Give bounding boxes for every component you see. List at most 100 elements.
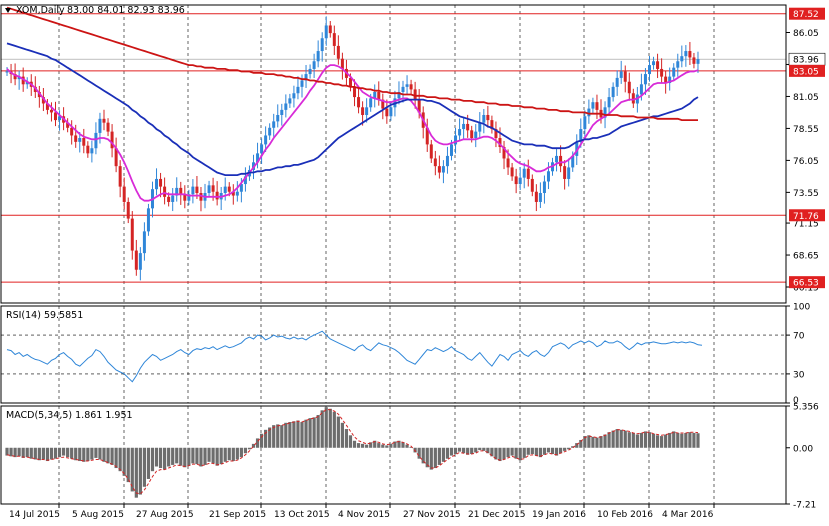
candle-body	[134, 250, 138, 270]
candle-body	[377, 91, 381, 100]
macd-histogram-bar	[631, 432, 635, 448]
macd-histogram-bar	[94, 447, 98, 458]
candle-body	[546, 171, 550, 182]
macd-histogram-bar	[187, 447, 191, 466]
candle-body	[441, 166, 445, 173]
macd-histogram-bar	[393, 441, 397, 448]
macd-histogram-bar	[41, 447, 45, 460]
candle-body	[21, 76, 25, 85]
macd-histogram-bar	[328, 408, 332, 448]
candle-body	[676, 61, 680, 68]
macd-histogram-bar	[361, 443, 365, 448]
candle-body	[328, 25, 332, 34]
macd-histogram-bar	[300, 422, 304, 448]
candle-body	[45, 103, 49, 110]
macd-histogram-bar	[53, 447, 58, 459]
macd-histogram-bar	[627, 432, 631, 448]
candle-body	[296, 86, 300, 94]
moving-average-line-ma-mid	[6, 42, 699, 176]
macd-histogram-bar	[692, 432, 696, 448]
candle-body	[357, 97, 361, 108]
candle-body	[118, 166, 122, 187]
macd-histogram-bar	[425, 447, 429, 468]
macd-histogram-bar	[251, 443, 256, 448]
price-tag	[789, 276, 825, 289]
candle-body	[179, 187, 183, 195]
date-axis-label: 27 Nov 2015	[403, 510, 461, 520]
macd-histogram-bar	[239, 447, 243, 458]
macd-histogram-bar	[413, 447, 417, 453]
candle-body	[567, 167, 571, 179]
candle-body	[490, 120, 494, 130]
macd-histogram-bar	[288, 422, 292, 448]
macd-histogram-bar	[98, 447, 102, 460]
macd-histogram-bar	[142, 447, 147, 487]
candle-body	[397, 91, 401, 99]
price-tag-label: 83.96	[793, 56, 819, 66]
macd-histogram-bar	[320, 410, 324, 448]
candle-body	[595, 102, 599, 110]
macd-histogram-bar	[82, 447, 86, 462]
candle-body	[361, 107, 365, 115]
candle-body	[231, 191, 235, 196]
candle-body	[583, 116, 587, 130]
macd-histogram-bar	[619, 429, 623, 448]
macd-histogram-bar	[587, 435, 591, 448]
macd-histogram-bar	[611, 430, 615, 448]
price-axis-label: 86.05	[793, 29, 819, 39]
candle-body	[288, 98, 292, 104]
candle-body	[235, 191, 239, 196]
macd-histogram-bar	[542, 447, 547, 455]
macd-histogram-bar	[90, 447, 94, 460]
symbol-header: XOM,Daily 83.00 84.01 82.93 83.96	[5, 5, 185, 16]
macd-histogram-bar	[518, 447, 522, 461]
dropdown-triangle-icon[interactable]	[5, 8, 11, 13]
macd-histogram-bar	[66, 447, 70, 458]
macd-histogram-bar	[684, 432, 688, 448]
candle-body	[308, 68, 312, 75]
candle-body	[276, 114, 280, 122]
price-axis-label: 78.55	[793, 125, 819, 135]
macd-histogram-bar	[470, 447, 474, 455]
macd-histogram-bar	[530, 447, 534, 455]
candle-body	[13, 74, 17, 80]
macd-histogram-bar	[146, 447, 151, 479]
macd-histogram-bar	[668, 432, 672, 448]
macd-histogram-bar	[268, 427, 272, 448]
macd-histogram-bar	[676, 432, 680, 448]
candle-body	[647, 65, 651, 75]
candle-body	[591, 102, 595, 109]
candle-body	[660, 68, 664, 77]
candle-body	[474, 131, 478, 139]
candle-body	[538, 193, 542, 202]
candle-body	[571, 155, 575, 168]
macd-histogram-bar	[195, 447, 199, 465]
date-axis-label: 19 Jan 2016	[532, 510, 586, 520]
macd-histogram-bar	[401, 442, 405, 448]
macd-histogram-bar	[615, 429, 619, 448]
macd-histogram-bar	[5, 447, 9, 456]
macd-histogram-bar	[332, 411, 336, 448]
macd-histogram-bar	[546, 447, 551, 453]
candle-body	[215, 191, 219, 200]
candle-body	[534, 191, 538, 202]
macd-axis-label: -7.21	[793, 501, 816, 511]
macd-histogram-bar	[563, 447, 567, 451]
candle-body	[555, 155, 559, 163]
macd-histogram-bar	[235, 447, 239, 460]
rsi-axis-label: 70	[793, 332, 805, 342]
candle-body	[510, 167, 514, 177]
candle-body	[631, 93, 635, 104]
date-axis-label: 5 Aug 2015	[72, 510, 124, 520]
candle-body	[199, 193, 203, 201]
candle-body	[449, 144, 453, 156]
candle-body	[86, 145, 90, 154]
candle-body	[526, 168, 530, 179]
candle-body	[672, 67, 676, 77]
macd-histogram-bar	[284, 422, 288, 448]
macd-histogram-bar	[603, 434, 607, 448]
rsi-panel-frame	[0, 305, 787, 404]
macd-histogram-bar	[134, 447, 138, 498]
